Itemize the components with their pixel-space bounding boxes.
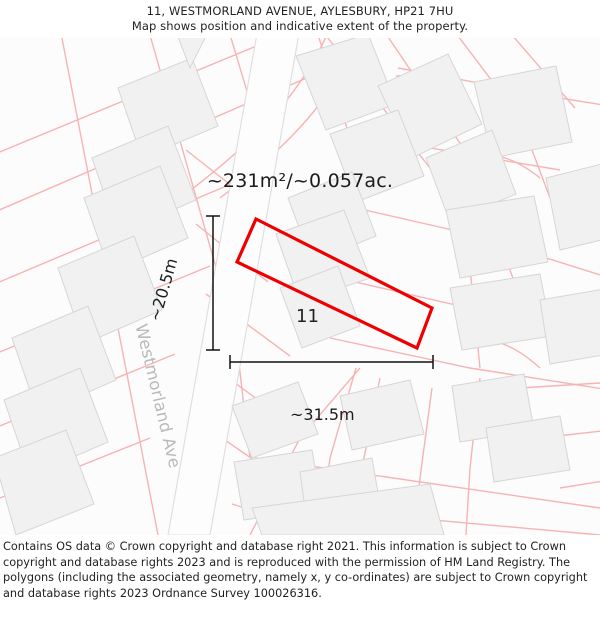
page-title: 11, WESTMORLAND AVENUE, AYLESBURY, HP21 …	[146, 4, 454, 18]
map-header: 11, WESTMORLAND AVENUE, AYLESBURY, HP21 …	[0, 0, 600, 38]
page-subtitle: Map shows position and indicative extent…	[131, 19, 469, 33]
dimension-lines	[206, 215, 434, 369]
road-corridor	[167, 38, 299, 535]
westmorland-avenue-road	[167, 38, 299, 535]
property-extent-polygon[interactable]	[234, 216, 435, 351]
map-canvas[interactable]: ~231m²/~0.057ac. 11 ~20.5m ~31.5m Westmo…	[0, 38, 600, 535]
building-footprints	[0, 38, 600, 535]
map-footer: Contains OS data © Crown copyright and d…	[0, 535, 600, 625]
copyright-text: Contains OS data © Crown copyright and d…	[3, 540, 588, 600]
map-vector-layer	[0, 38, 600, 535]
